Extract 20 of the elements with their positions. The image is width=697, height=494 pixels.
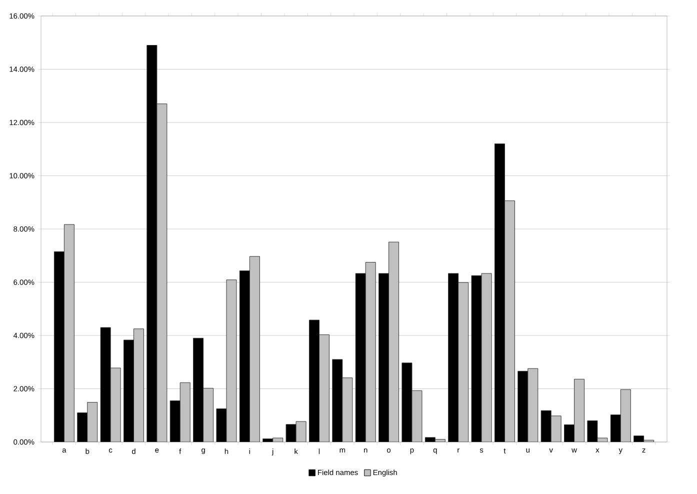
bar bbox=[308, 320, 320, 442]
bar bbox=[170, 400, 180, 442]
bar bbox=[551, 416, 562, 442]
bar bbox=[332, 359, 343, 442]
bar bbox=[610, 414, 621, 442]
bar bbox=[494, 144, 505, 442]
bar bbox=[193, 338, 204, 442]
bar bbox=[87, 402, 98, 442]
bar bbox=[448, 273, 459, 442]
bar bbox=[146, 45, 158, 442]
bar bbox=[541, 410, 552, 442]
bar bbox=[378, 273, 390, 442]
bar bbox=[124, 340, 134, 442]
bar bbox=[77, 412, 88, 442]
bar bbox=[54, 251, 64, 442]
bar bbox=[564, 424, 575, 442]
bar bbox=[239, 270, 250, 442]
bar bbox=[518, 370, 528, 442]
bar bbox=[355, 273, 366, 442]
bar bbox=[471, 275, 482, 442]
